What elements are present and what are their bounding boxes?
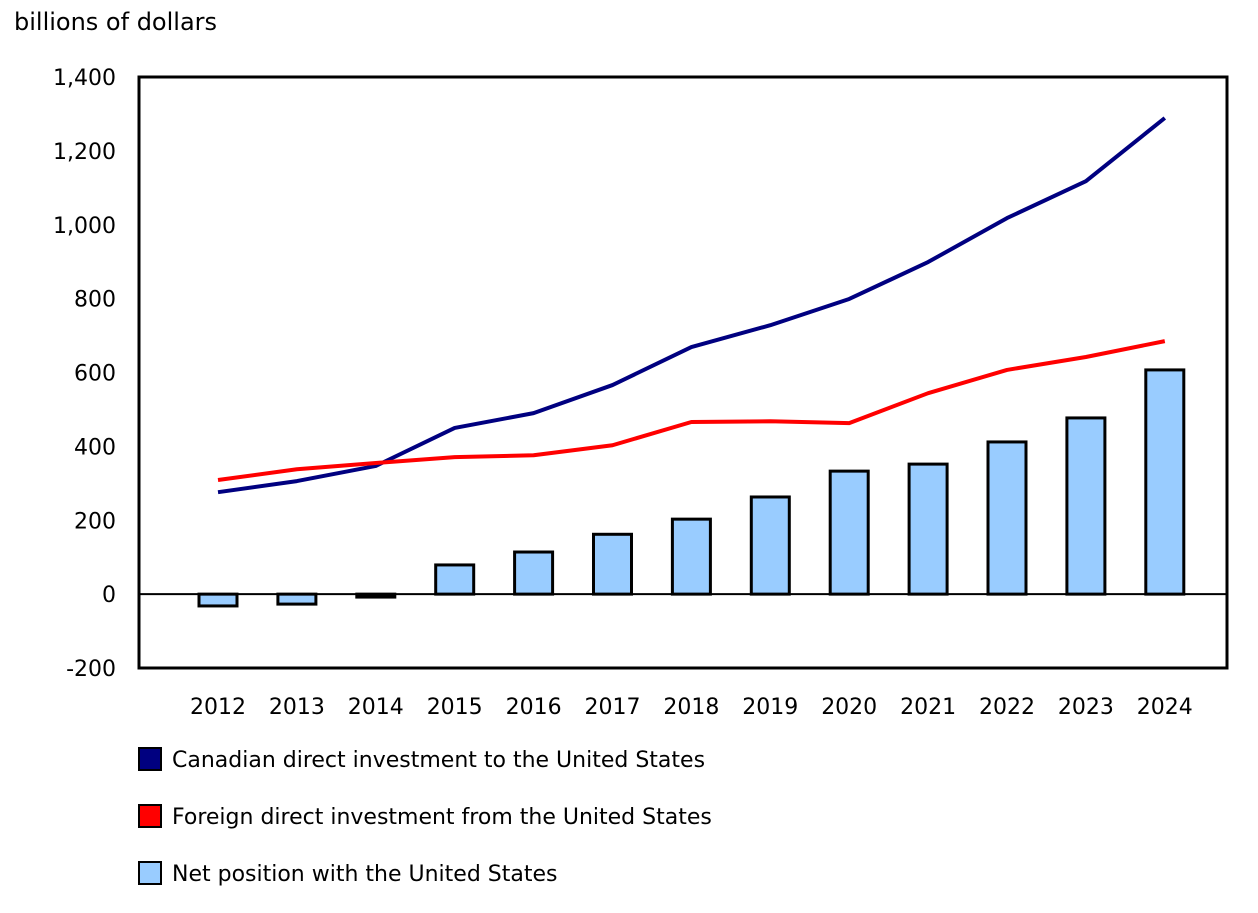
x-tick-label: 2015 [427, 695, 483, 720]
x-tick-label: 2019 [742, 695, 798, 720]
y-tick-label: 1,400 [53, 66, 116, 91]
bar [907, 462, 949, 596]
legend-label: Foreign direct investment from the Unite… [172, 805, 712, 830]
x-tick-label: 2024 [1137, 695, 1193, 720]
x-tick-label: 2018 [663, 695, 719, 720]
y-tick-label: 1,000 [53, 214, 116, 239]
bar [670, 517, 712, 596]
series-line [217, 339, 1166, 482]
y-tick-label: 0 [102, 583, 116, 608]
y-axis-label: billions of dollars [14, 8, 217, 36]
legend-label: Net position with the United States [172, 862, 557, 887]
bar [1144, 368, 1186, 596]
bar [986, 440, 1028, 596]
x-tick-label: 2014 [348, 695, 404, 720]
y-tick-label: 800 [74, 288, 116, 313]
y-tick-label: -200 [66, 657, 116, 682]
bar [513, 550, 555, 596]
legend-swatch [138, 804, 162, 828]
x-tick-label: 2020 [821, 695, 877, 720]
x-tick-label: 2013 [269, 695, 325, 720]
bar [434, 563, 476, 596]
bar [197, 592, 239, 608]
x-tick-label: 2016 [506, 695, 562, 720]
legend-swatch [138, 747, 162, 771]
bar [828, 469, 870, 596]
legend-swatch [138, 861, 162, 885]
plot-frame [137, 75, 1229, 670]
y-tick-label: 1,200 [53, 140, 116, 165]
legend-label: Canadian direct investment to the United… [172, 748, 705, 773]
x-tick-label: 2023 [1058, 695, 1114, 720]
x-tick-label: 2017 [585, 695, 641, 720]
y-tick-label: 200 [74, 509, 116, 534]
bar [1065, 416, 1107, 596]
x-tick-label: 2012 [190, 695, 246, 720]
x-tick-label: 2022 [979, 695, 1035, 720]
series-line [217, 116, 1167, 495]
bar [355, 592, 397, 599]
y-tick-label: 600 [74, 362, 116, 387]
bar [749, 495, 791, 596]
bar [592, 532, 633, 596]
bar [276, 592, 318, 606]
x-tick-label: 2021 [900, 695, 956, 720]
y-tick-label: 400 [74, 435, 116, 460]
